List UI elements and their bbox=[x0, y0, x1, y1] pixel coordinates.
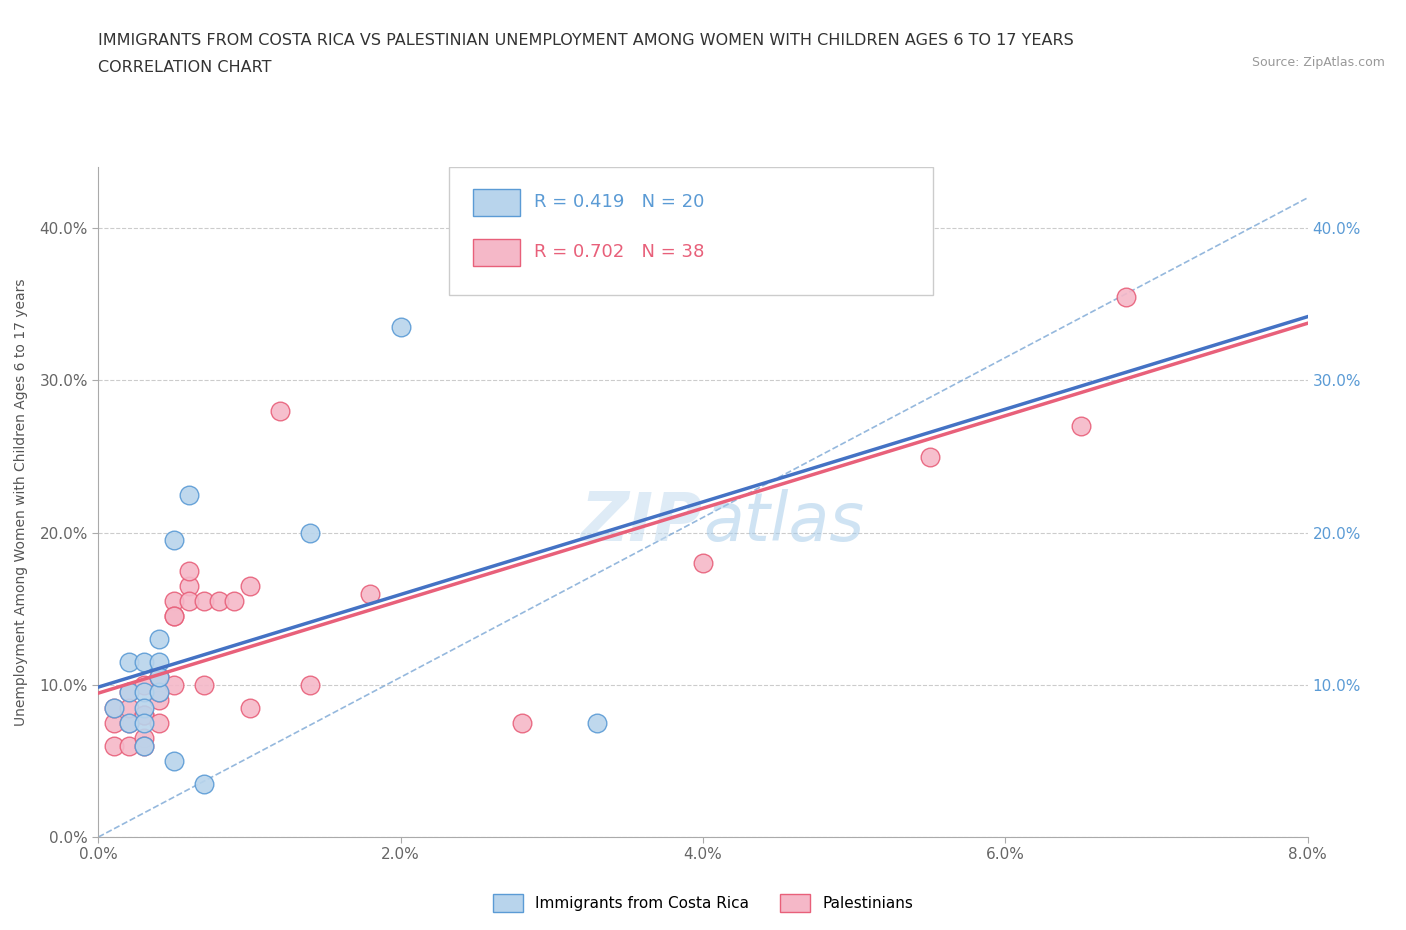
Point bbox=[103, 700, 125, 715]
Point bbox=[179, 593, 201, 608]
Point bbox=[118, 738, 141, 753]
Point bbox=[179, 578, 201, 593]
Point bbox=[179, 487, 201, 502]
Point bbox=[103, 738, 125, 753]
Text: ZIP: ZIP bbox=[581, 489, 703, 555]
Point bbox=[103, 700, 125, 715]
Point bbox=[193, 677, 215, 692]
Point bbox=[269, 404, 291, 418]
Point bbox=[118, 700, 141, 715]
Point bbox=[389, 320, 412, 335]
Point bbox=[148, 670, 170, 684]
Y-axis label: Unemployment Among Women with Children Ages 6 to 17 years: Unemployment Among Women with Children A… bbox=[14, 278, 28, 726]
Point bbox=[103, 715, 125, 730]
Text: atlas: atlas bbox=[703, 489, 865, 555]
Text: Source: ZipAtlas.com: Source: ZipAtlas.com bbox=[1251, 56, 1385, 69]
Point bbox=[132, 738, 155, 753]
Point bbox=[148, 670, 170, 684]
Point bbox=[163, 609, 186, 624]
Point bbox=[193, 593, 215, 608]
Point bbox=[118, 715, 141, 730]
Text: R = 0.702   N = 38: R = 0.702 N = 38 bbox=[534, 244, 704, 261]
Point bbox=[918, 449, 941, 464]
Point bbox=[224, 593, 246, 608]
Point bbox=[239, 700, 262, 715]
Point bbox=[132, 685, 155, 700]
Point bbox=[148, 655, 170, 670]
Point bbox=[148, 670, 170, 684]
Point bbox=[132, 715, 155, 730]
Point bbox=[179, 564, 201, 578]
FancyBboxPatch shape bbox=[449, 167, 932, 295]
Point bbox=[132, 738, 155, 753]
Point bbox=[148, 685, 170, 700]
Point bbox=[163, 753, 186, 768]
Point bbox=[118, 715, 141, 730]
Point bbox=[163, 677, 186, 692]
Point bbox=[132, 700, 155, 715]
Point bbox=[148, 631, 170, 646]
Point bbox=[299, 677, 322, 692]
Point bbox=[586, 715, 609, 730]
Point bbox=[163, 593, 186, 608]
Point bbox=[163, 533, 186, 548]
Point bbox=[148, 715, 170, 730]
Point bbox=[148, 685, 170, 700]
Point bbox=[208, 593, 231, 608]
Point bbox=[118, 685, 141, 700]
Point bbox=[299, 525, 322, 540]
Point bbox=[132, 708, 155, 723]
Point bbox=[163, 609, 186, 624]
Point bbox=[132, 655, 155, 670]
FancyBboxPatch shape bbox=[474, 189, 520, 216]
Point bbox=[118, 685, 141, 700]
Point bbox=[148, 693, 170, 708]
Point bbox=[1115, 289, 1137, 304]
Point bbox=[132, 677, 155, 692]
Point bbox=[118, 655, 141, 670]
Legend: Immigrants from Costa Rica, Palestinians: Immigrants from Costa Rica, Palestinians bbox=[486, 888, 920, 918]
Text: IMMIGRANTS FROM COSTA RICA VS PALESTINIAN UNEMPLOYMENT AMONG WOMEN WITH CHILDREN: IMMIGRANTS FROM COSTA RICA VS PALESTINIA… bbox=[98, 33, 1074, 47]
Point bbox=[692, 555, 714, 570]
Text: R = 0.419   N = 20: R = 0.419 N = 20 bbox=[534, 193, 704, 211]
Point bbox=[360, 586, 382, 601]
Point bbox=[239, 578, 262, 593]
Point bbox=[132, 731, 155, 746]
Text: CORRELATION CHART: CORRELATION CHART bbox=[98, 60, 271, 75]
Point bbox=[510, 715, 533, 730]
FancyBboxPatch shape bbox=[474, 239, 520, 266]
Point bbox=[132, 708, 155, 723]
Point bbox=[193, 777, 215, 791]
Point bbox=[1070, 418, 1092, 433]
